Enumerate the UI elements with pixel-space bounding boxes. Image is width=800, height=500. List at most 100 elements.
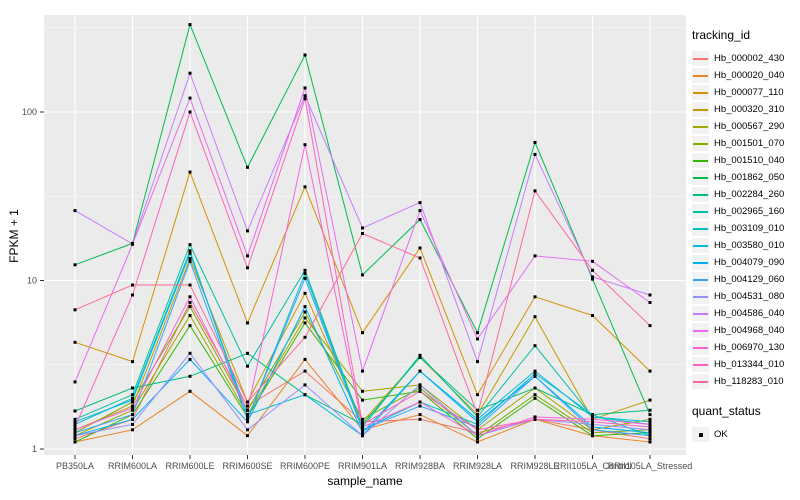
data-point [188,351,192,355]
legend-line-icon [693,312,708,315]
data-point [303,97,307,101]
data-point [476,337,479,341]
data-point [418,201,422,205]
x-tick-label: RRIM901LA [338,461,387,471]
data-point [361,273,364,277]
legend-label: Hb_013344_010 [714,359,785,370]
data-point [188,305,192,309]
data-point [188,374,192,378]
data-point [476,434,479,438]
data-point [533,393,537,397]
data-point [131,428,134,432]
data-point [188,314,192,317]
data-point [476,422,479,426]
data-point [131,408,134,412]
data-point [418,404,422,408]
data-point [591,420,594,424]
data-point [361,428,364,432]
data-point [361,389,364,393]
data-point [418,369,422,373]
data-point [303,335,307,339]
legend-line-icon [693,176,708,179]
data-point [533,152,537,156]
data-point [418,353,422,357]
legend-line-icon [693,193,708,196]
data-point [361,417,364,421]
data-point [73,380,77,384]
data-point [131,242,134,246]
data-point [131,386,134,390]
data-point [648,437,652,441]
legend-items: Hb_000002_430 Hb_000020_040 Hb_000077_110 H… [692,50,800,390]
legend-key [692,306,709,321]
legend-line-icon [693,227,708,230]
data-point [648,417,652,421]
data-point [131,417,134,421]
x-tick-label: PB350LA [56,461,94,471]
data-point [648,428,652,432]
data-point [131,406,134,410]
data-point [131,398,134,402]
data-point [73,437,77,441]
data-point [73,425,77,429]
data-point [246,400,249,404]
x-tick-label: RRIM928LA [453,461,502,471]
legend-key [692,153,709,168]
data-point [188,357,192,361]
data-point [361,398,364,402]
legend-label: Hb_000020_040 [714,70,785,81]
data-point [476,413,479,417]
legend-line-icon [693,380,708,383]
data-point [648,324,652,328]
legend-label: Hb_004586_040 [714,308,785,319]
legend-item-Hb_004531_080: Hb_004531_080 [692,288,800,305]
data-point [303,357,307,361]
legend-key [692,102,709,117]
legend-item-Hb_000020_040: Hb_000020_040 [692,67,800,84]
data-point [188,243,192,247]
data-point [418,256,422,260]
data-point [533,140,537,144]
data-point [73,340,77,344]
data-point [533,295,537,299]
data-point [476,428,479,432]
data-point [303,276,307,280]
data-point [648,301,652,304]
data-point [246,434,249,438]
legend-key [692,238,709,253]
data-point [188,110,192,114]
legend-item-Hb_004968_040: Hb_004968_040 [692,322,800,339]
legend-item-Hb_004129_060: Hb_004129_060 [692,271,800,288]
data-point [418,400,422,404]
legend-item-Hb_001510_040: Hb_001510_040 [692,152,800,169]
data-point [648,440,652,444]
data-point [303,383,307,387]
data-point [131,393,134,397]
data-point [648,434,652,438]
legend-key [692,51,709,66]
data-point [648,413,652,417]
legend-label: Hb_000320_310 [714,104,785,115]
legend-key [692,255,709,270]
data-point [303,268,307,272]
data-point [73,422,77,426]
data-point [361,434,364,438]
data-point [246,364,249,368]
data-point [188,295,192,299]
legend-item-Hb_001862_050: Hb_001862_050 [692,169,800,186]
data-point [246,404,249,408]
legend-line-icon [693,278,708,281]
data-point [131,293,134,297]
legend-label: Hb_004968_040 [714,325,785,336]
data-point [361,420,364,424]
legend-key [692,170,709,185]
legend-label: Hb_003109_010 [714,223,785,234]
legend-label: Hb_118283_010 [714,376,784,387]
legend-line-icon [693,125,708,128]
data-point [648,408,652,412]
data-point [533,415,537,419]
data-point [303,369,307,373]
legend-key [692,204,709,219]
data-point [591,425,594,429]
data-point [361,369,364,373]
